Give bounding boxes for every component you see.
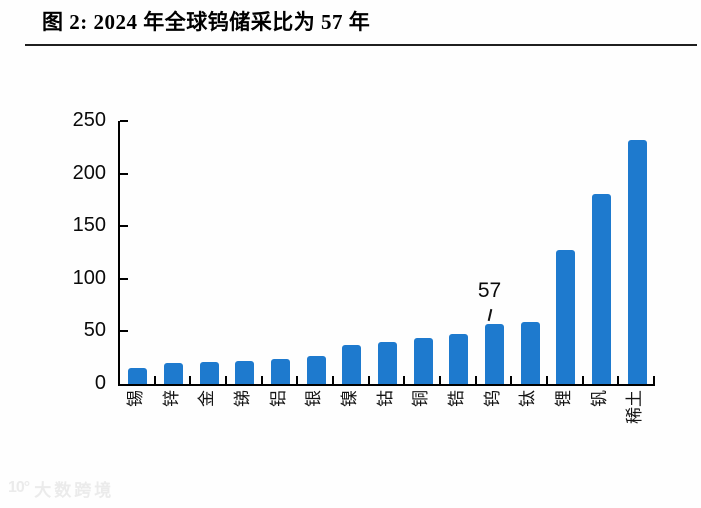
- x-axis-tick: [153, 376, 156, 384]
- bar-0-锡: [128, 368, 148, 384]
- bar-13-钒: [592, 193, 611, 384]
- x-axis-tick: [546, 376, 548, 384]
- x-category-label-锑: 锑: [232, 390, 252, 407]
- x-category-label-铝: 铝: [268, 390, 288, 407]
- y-tick-label-150: 150: [72, 214, 106, 237]
- bar-2-金: [199, 361, 219, 384]
- bar-9-锆: [449, 333, 469, 384]
- x-axis-tick: [474, 376, 477, 384]
- watermark-logo-icon: 10°: [8, 479, 30, 496]
- bar-11-钛: [520, 321, 540, 384]
- x-axis-tick: [296, 376, 299, 384]
- bar-10-钨: [485, 324, 504, 384]
- y-axis-tick: [120, 277, 128, 280]
- x-category-label-钒: 钒: [589, 390, 609, 407]
- x-axis-labels: 锡锌金锑铝银镍钴铜锆钨钛锂钒稀土: [118, 390, 653, 465]
- x-category-label-锂: 锂: [553, 390, 573, 407]
- x-category-label-银: 银: [304, 390, 324, 407]
- x-axis-tick: [189, 376, 192, 384]
- y-axis-tick: [120, 225, 128, 228]
- y-tick-label-100: 100: [72, 266, 106, 289]
- x-category-label-锌: 锌: [161, 390, 181, 407]
- x-category-label-锡: 锡: [125, 390, 145, 407]
- x-category-label-钴: 钴: [375, 390, 395, 407]
- bar-6-镍: [342, 345, 362, 384]
- x-category-label-锆: 锆: [446, 390, 466, 407]
- x-category-label-铜: 铜: [411, 390, 431, 407]
- x-axis-tick: [510, 376, 513, 384]
- bar-14-稀土: [627, 139, 647, 384]
- bar-1-锌: [164, 362, 183, 384]
- x-axis-tick: [439, 376, 441, 384]
- watermark-text: 大数跨境: [34, 480, 115, 500]
- x-axis-tick: [403, 376, 406, 384]
- title-divider: [25, 44, 697, 46]
- data-label-57: 57: [463, 279, 517, 303]
- x-axis-tick: [581, 376, 584, 384]
- x-axis-tick: [332, 376, 334, 384]
- y-axis-tick: [120, 172, 128, 175]
- y-axis-tick: [120, 120, 128, 122]
- bar-5-银: [306, 355, 326, 384]
- y-axis-tick: [120, 330, 128, 333]
- plot-area: [118, 120, 655, 386]
- x-category-label-金: 金: [197, 390, 217, 407]
- y-tick-label-200: 200: [72, 161, 106, 184]
- y-tick-label-250: 250: [72, 109, 106, 131]
- y-tick-label-50: 50: [83, 319, 106, 342]
- x-axis-tick: [367, 376, 370, 384]
- bar-3-锑: [235, 360, 255, 384]
- x-axis-tick: [225, 376, 227, 384]
- x-axis-tick: [260, 376, 263, 384]
- x-axis-tick: [617, 376, 620, 384]
- y-tick-label-0: 0: [94, 372, 106, 394]
- x-category-label-镍: 镍: [339, 390, 359, 407]
- data-label-57-text: 57: [477, 279, 502, 303]
- x-category-label-钨: 钨: [482, 390, 502, 407]
- x-axis-tick: [653, 376, 655, 384]
- bar-12-锂: [556, 250, 576, 384]
- x-category-label-钛: 钛: [518, 390, 538, 407]
- figure-title: 图 2: 2024 年全球钨储采比为 57 年: [42, 10, 371, 34]
- x-category-label-稀土: 稀土: [625, 390, 645, 424]
- watermark: 10° 大数跨境: [8, 476, 114, 500]
- bar-4-铝: [271, 358, 290, 384]
- bar-8-铜: [413, 337, 433, 384]
- bar-7-钴: [378, 341, 397, 384]
